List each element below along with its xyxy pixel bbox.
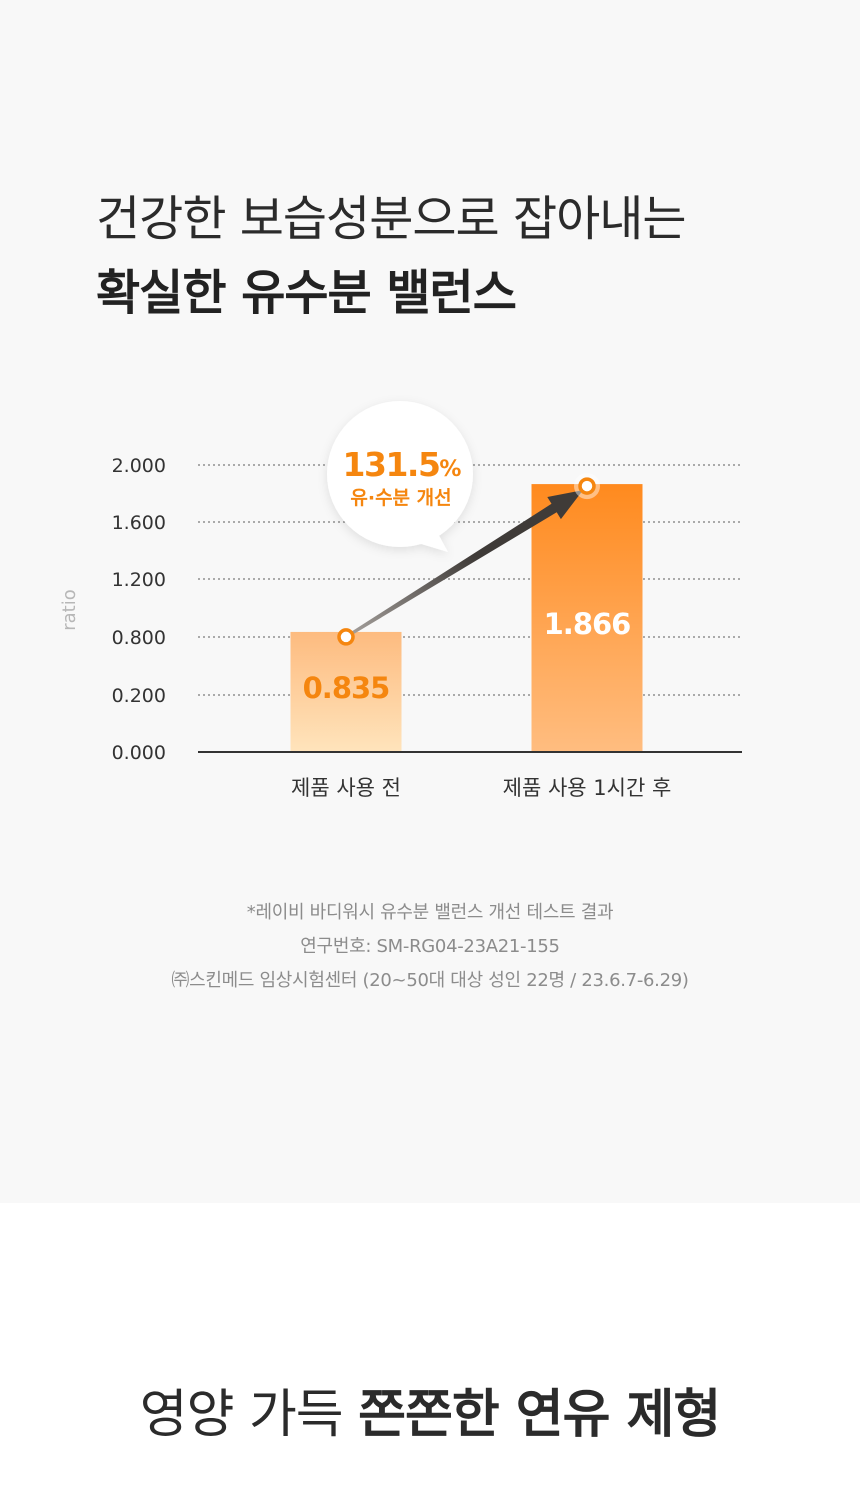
headline-line2: 확실한 유수분 밸런스 xyxy=(96,265,517,321)
study-notes: *레이비 바디워시 유수분 밸런스 개선 테스트 결과 연구번호: SM-RG0… xyxy=(0,896,860,998)
note-line: *레이비 바디워시 유수분 밸런스 개선 테스트 결과 xyxy=(246,902,614,923)
top-section: 건강한 보습성분으로 잡아내는 확실한 유수분 밸런스 0.000 0.200 0.… xyxy=(0,188,860,998)
data-point-after xyxy=(578,477,596,495)
data-point-before xyxy=(337,628,355,646)
y-tick-label: 2.000 xyxy=(112,455,166,477)
section-title: 영양 가득 쫀쫀한 연유 제형 xyxy=(0,1380,860,1450)
x-category-label: 제품 사용 1시간 후 xyxy=(503,776,672,800)
arrow-shape xyxy=(345,490,583,639)
x-category-label: 제품 사용 전 xyxy=(291,776,401,800)
ratio-bar-chart: 0.000 0.200 0.800 1.200 1.600 2.000 ratio 0.8… xyxy=(59,401,742,800)
callout-label: 유·수분 개선 xyxy=(350,487,451,509)
improvement-arrow xyxy=(345,490,583,639)
callout-bubble xyxy=(327,401,473,552)
y-axis-label: ratio xyxy=(59,589,80,631)
bar-value-label: 1.866 xyxy=(544,607,631,641)
callout-percent: 131.5% xyxy=(343,445,462,484)
bar-value-label: 0.835 xyxy=(303,671,390,705)
bar-before-use xyxy=(290,631,402,752)
note-line: 연구번호: SM-RG04-23A21-155 xyxy=(300,936,560,957)
note-line: ㈜스킨메드 임상시험센터 (20~50대 대상 성인 22명 / 23.6.7-… xyxy=(171,970,689,991)
bar-after-use xyxy=(531,484,643,752)
section-title-bold: 쫀쫀한 연유 제형 xyxy=(358,1385,721,1445)
y-tick-label: 1.600 xyxy=(112,512,166,534)
y-tick-label: 0.200 xyxy=(112,685,166,707)
y-tick-label: 0.000 xyxy=(112,742,166,764)
section-title-light: 영양 가득 xyxy=(139,1385,359,1445)
headline: 건강한 보습성분으로 잡아내는 확실한 유수분 밸런스 xyxy=(96,188,687,324)
y-tick-label: 0.800 xyxy=(112,627,166,649)
headline-line1: 건강한 보습성분으로 잡아내는 xyxy=(96,191,687,247)
y-tick-label: 1.200 xyxy=(112,569,166,591)
